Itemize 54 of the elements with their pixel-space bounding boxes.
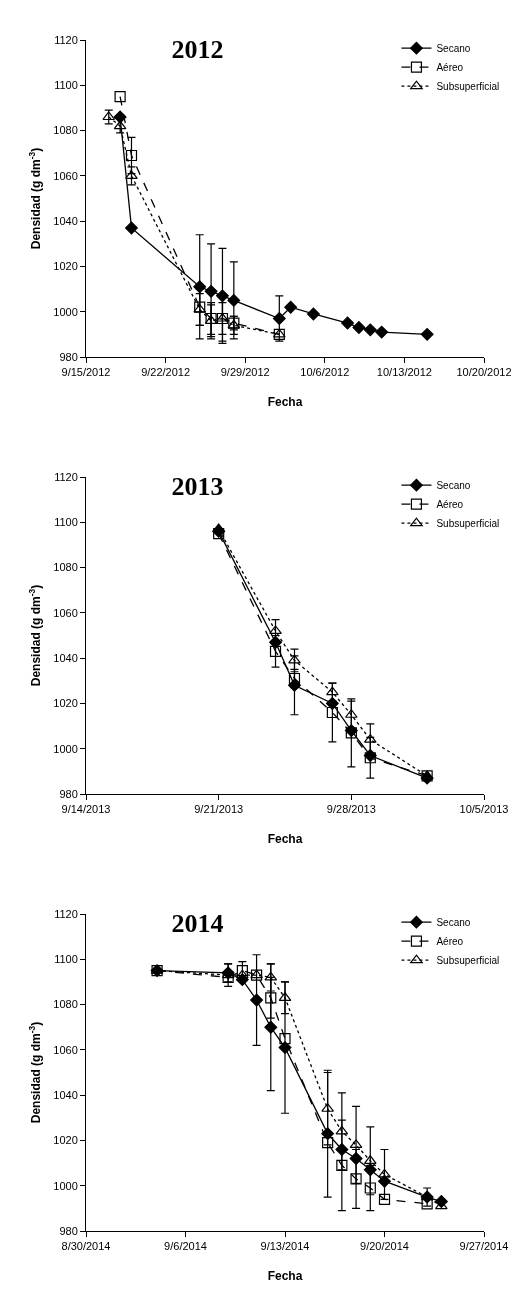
x-axis-title: Fecha <box>267 395 303 410</box>
chart-title: 2014 <box>171 909 224 939</box>
y-tick-label: 1100 <box>54 516 78 529</box>
legend-label: Aéreo <box>436 499 464 511</box>
y-tick-label: 1060 <box>53 606 78 619</box>
x-tick-label: 10/20/2012 <box>456 366 512 379</box>
x-tick-label: 9/20/2014 <box>360 1240 409 1253</box>
y-tick-label: 1120 <box>54 33 78 46</box>
legend-label: Aéreo <box>436 62 464 74</box>
x-tick-label: 9/28/2013 <box>326 803 376 816</box>
y-tick-label: 1020 <box>53 260 78 273</box>
x-tick-label: 9/22/2012 <box>141 366 191 379</box>
y-tick-label: 1040 <box>53 651 78 664</box>
y-tick-label: 1040 <box>53 1088 78 1101</box>
legend-label: Secano <box>436 917 471 929</box>
x-tick-label: 9/6/2014 <box>164 1240 207 1253</box>
x-tick-label: 9/13/2014 <box>260 1240 310 1253</box>
y-tick-label: 1120 <box>54 907 78 920</box>
legend-label: Secano <box>436 480 471 492</box>
x-tick-label: 8/30/2014 <box>61 1240 111 1253</box>
legend-label: Secano <box>436 43 471 55</box>
x-tick-label: 9/14/2013 <box>61 803 111 816</box>
x-tick-label: 9/27/2014 <box>459 1240 509 1253</box>
x-tick-label: 10/5/2013 <box>459 803 509 816</box>
y-tick-label: 1020 <box>53 1134 78 1147</box>
x-tick-label: 10/6/2012 <box>300 366 350 379</box>
x-tick-label: 9/15/2012 <box>61 366 111 379</box>
x-tick-label: 9/21/2013 <box>194 803 244 816</box>
y-tick-label: 1000 <box>53 742 78 755</box>
y-tick-label: 1080 <box>53 124 78 137</box>
legend-label: Aéreo <box>436 936 464 948</box>
y-tick-label: 1060 <box>53 169 78 182</box>
y-tick-label: 980 <box>59 1224 78 1237</box>
y-tick-label: 1080 <box>53 561 78 574</box>
y-tick-label: 1100 <box>54 79 78 92</box>
y-tick-label: 1060 <box>53 1043 78 1056</box>
x-axis-title: Fecha <box>267 832 303 847</box>
y-tick-label: 980 <box>59 787 78 800</box>
x-axis-title: Fecha <box>267 1269 303 1284</box>
chart-title: 2012 <box>171 35 224 65</box>
y-tick-label: 1000 <box>53 1179 78 1192</box>
y-tick-label: 1120 <box>54 470 78 483</box>
y-tick-label: 1080 <box>53 998 78 1011</box>
x-tick-label: 10/13/2012 <box>376 366 432 379</box>
legend-label: Subsuperficial <box>436 518 500 530</box>
chart-title: 2013 <box>171 472 224 502</box>
legend-label: Subsuperficial <box>436 81 500 93</box>
y-tick-label: 1040 <box>53 214 78 227</box>
y-tick-label: 1000 <box>53 305 78 318</box>
y-tick-label: 980 <box>59 350 78 363</box>
y-tick-label: 1100 <box>54 953 78 966</box>
x-tick-label: 9/29/2012 <box>220 366 270 379</box>
legend-label: Subsuperficial <box>436 955 500 967</box>
y-tick-label: 1020 <box>53 697 78 710</box>
